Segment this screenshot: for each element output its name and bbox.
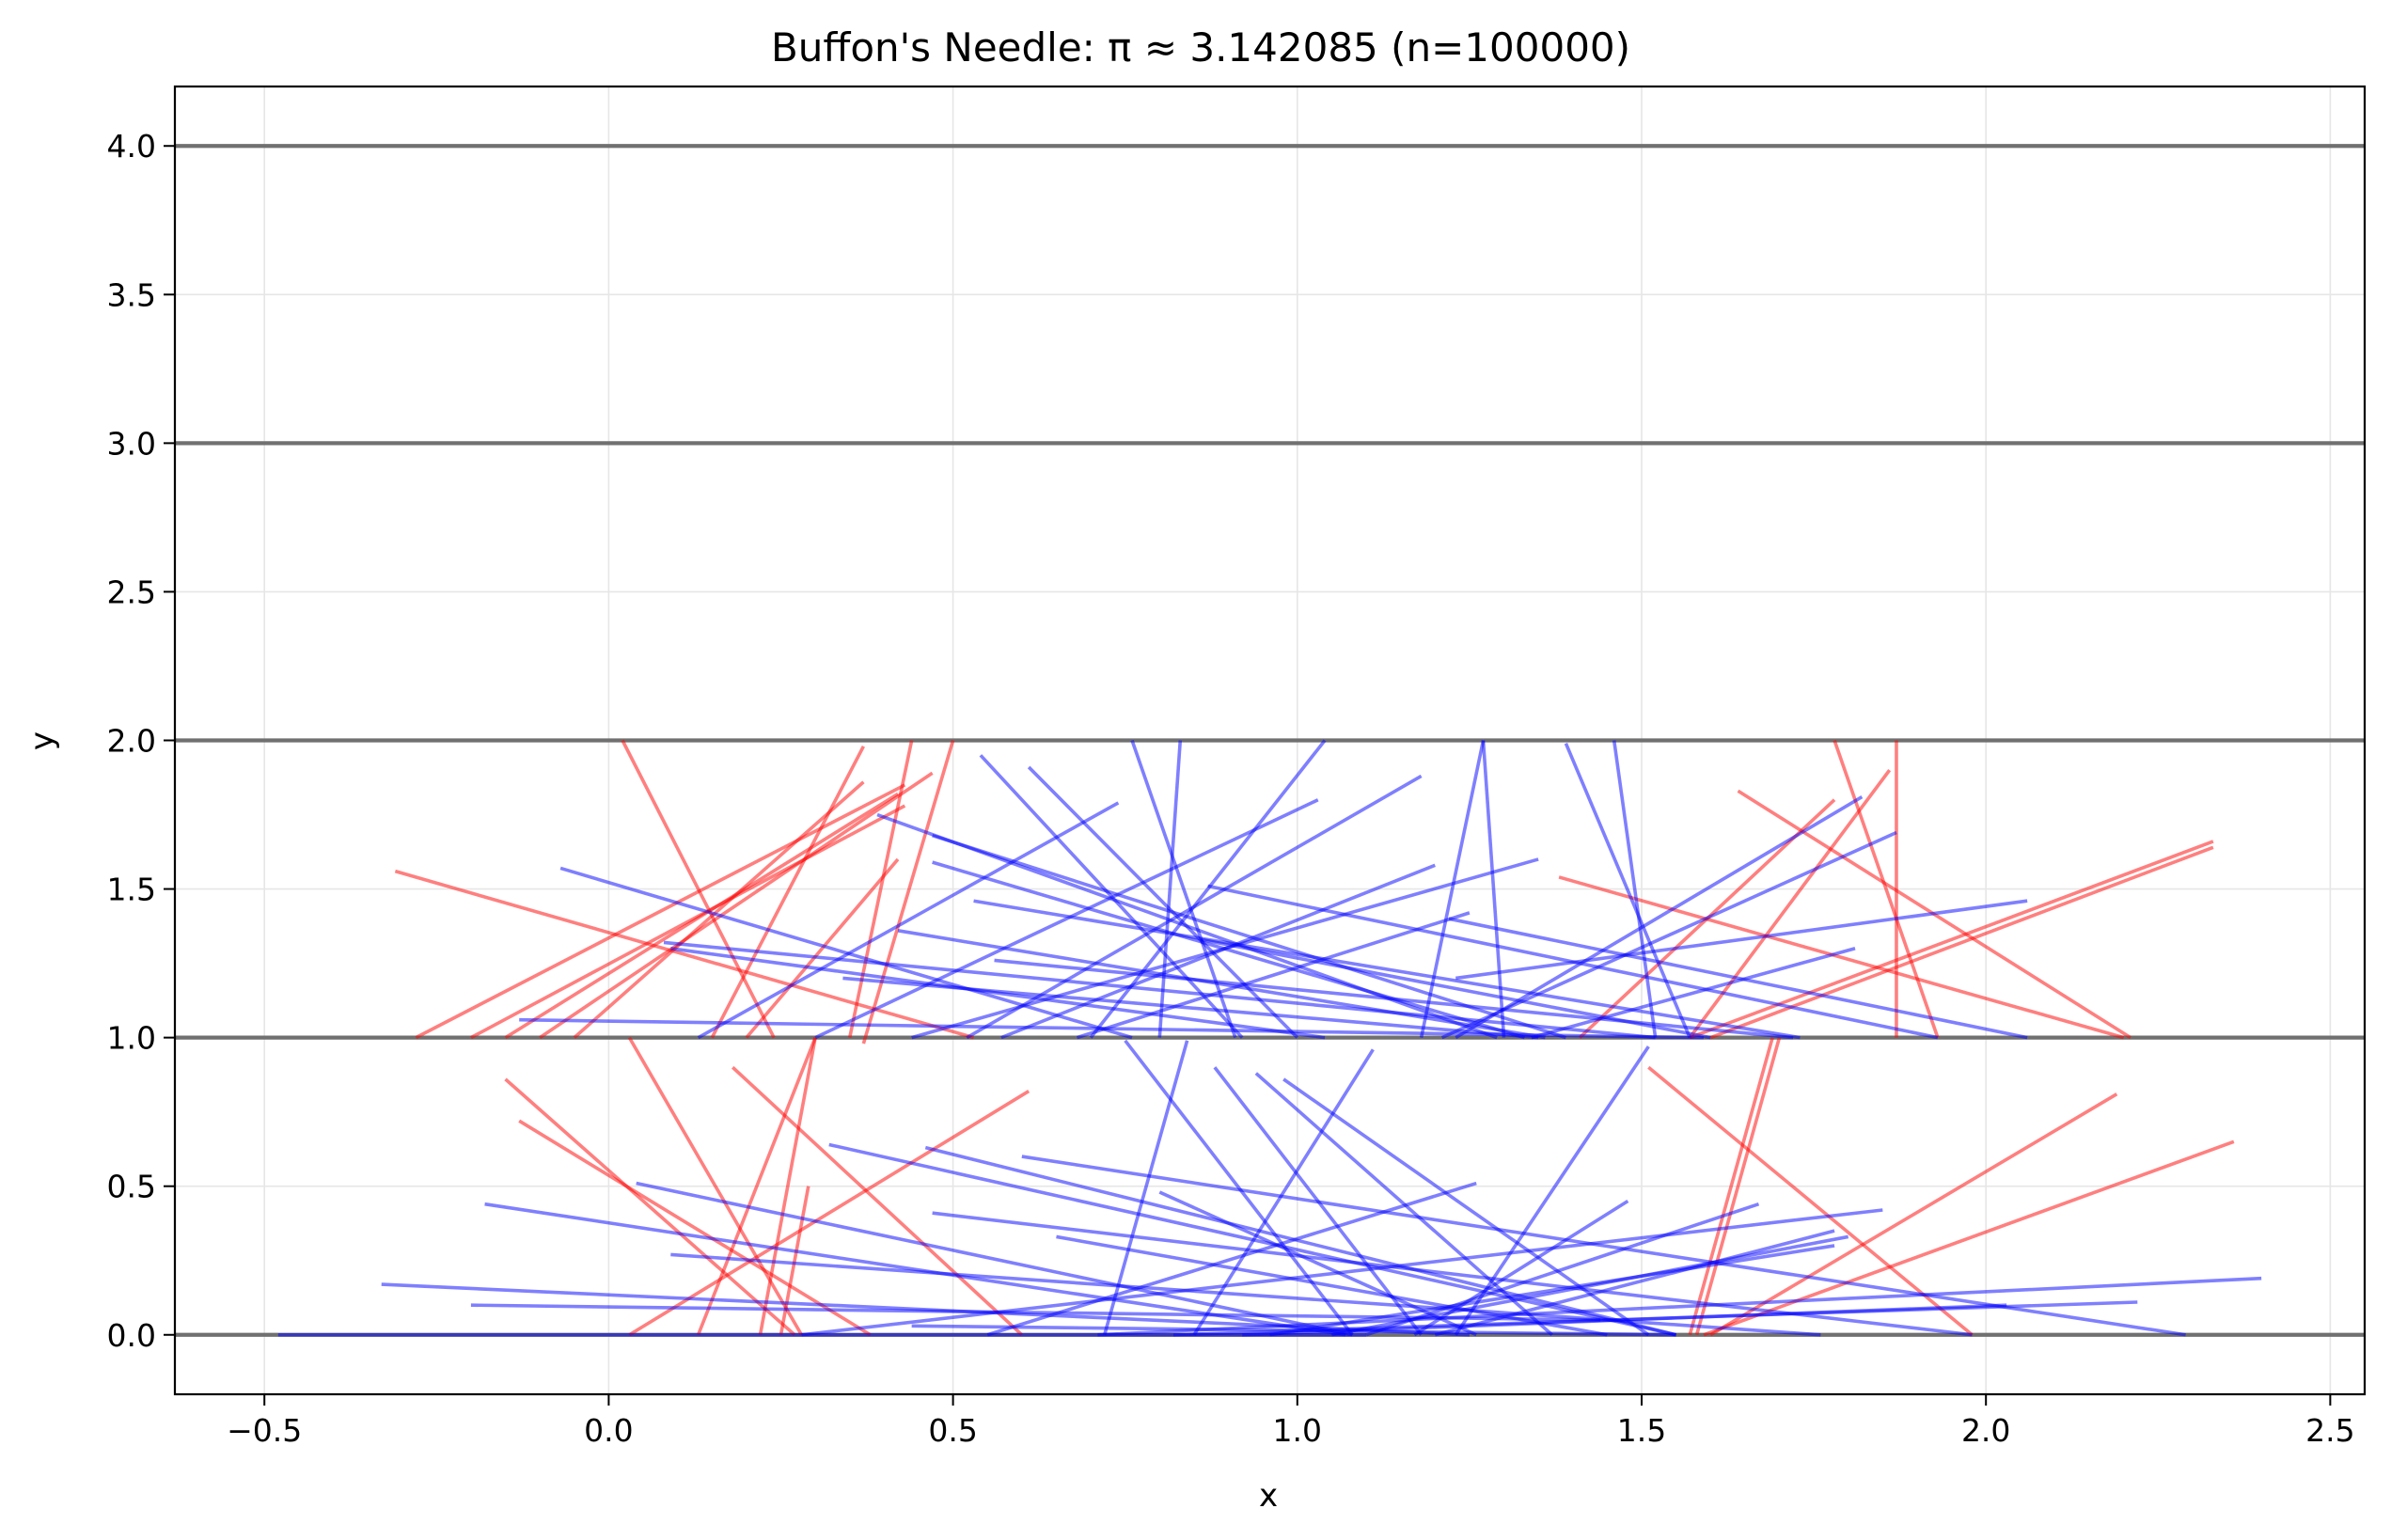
needle-crossing <box>1558 875 2125 1040</box>
needle-crossing <box>539 771 934 1040</box>
y-tick-label: 1.5 <box>107 872 156 908</box>
needle-non-crossing <box>1000 863 1436 1040</box>
needle-non-crossing <box>973 899 1801 1040</box>
needle-non-crossing <box>1027 765 1299 1039</box>
needle-crossing <box>627 1036 804 1336</box>
needle-crossing <box>628 1090 1030 1337</box>
y-tick-label: 2.5 <box>107 574 156 610</box>
needle-non-crossing <box>801 1208 1883 1337</box>
y-axis: 0.0 0.5 1.0 1.5 2.0 2.5 3.0 3.5 4.0 <box>107 128 175 1354</box>
needle-non-crossing <box>663 940 1656 1040</box>
needle-crossing <box>745 857 900 1039</box>
needle-crossing <box>1647 1065 1974 1337</box>
needle-non-crossing <box>1192 1048 1375 1336</box>
needle-crossing <box>710 745 865 1039</box>
needle-non-crossing <box>1440 830 1897 1040</box>
x-tick-label: −0.5 <box>227 1412 302 1449</box>
needle-non-crossing <box>1419 740 1486 1039</box>
y-tick-label: 3.5 <box>107 276 156 313</box>
y-tick-label: 0.5 <box>107 1169 156 1205</box>
needle-non-crossing <box>814 798 1319 1040</box>
needle-crossing <box>731 1065 1024 1337</box>
needle-crossing <box>847 740 914 1039</box>
needle-crossing <box>1694 1037 1782 1336</box>
needle-crossing <box>1709 845 2214 1040</box>
needle-non-crossing <box>1612 740 1658 1038</box>
needle-non-crossing <box>1269 1244 1835 1337</box>
needle-non-crossing <box>994 958 1794 1040</box>
needle-non-crossing <box>636 1181 1353 1337</box>
needle-non-crossing <box>559 866 1133 1040</box>
needles-non-crossing <box>277 739 2262 1337</box>
needle-non-crossing <box>1448 917 2028 1040</box>
x-axis-label: x <box>1259 1477 1278 1515</box>
needle-non-crossing <box>1056 1234 1608 1337</box>
needle-non-crossing <box>1282 1077 1650 1337</box>
needle-crossing <box>1833 739 1940 1039</box>
needle-non-crossing <box>1531 947 1856 1040</box>
needle-non-crossing <box>1076 911 1471 1040</box>
y-tick-label: 4.0 <box>107 128 156 165</box>
x-axis: −0.5 0.0 0.5 1.0 1.5 2.0 2.5 <box>227 1394 2355 1449</box>
needle-crossing <box>518 1119 872 1337</box>
chart-title: Buffon's Needle: π ≈ 3.142085 (n=100000) <box>771 24 1630 71</box>
needle-non-crossing <box>697 801 1120 1040</box>
needle-non-crossing <box>1455 899 2028 981</box>
needle-crossing <box>470 804 906 1040</box>
needle-crossing <box>696 1036 817 1336</box>
x-tick-label: 2.5 <box>2305 1412 2354 1449</box>
needle-non-crossing <box>1158 1190 1477 1337</box>
x-tick-label: 1.0 <box>1273 1412 1322 1449</box>
x-tick-label: 1.5 <box>1617 1412 1666 1449</box>
needle-non-crossing <box>1331 1234 1849 1337</box>
needle-non-crossing <box>1564 742 1691 1039</box>
needle-non-crossing <box>842 976 1539 1040</box>
needle-non-crossing <box>1124 1039 1354 1336</box>
y-axis-label: y <box>24 731 61 750</box>
needle-non-crossing <box>1097 1276 2262 1337</box>
y-tick-label: 1.0 <box>107 1020 156 1057</box>
y-tick-label: 2.0 <box>107 723 156 760</box>
needle-crossing <box>1709 1092 2118 1337</box>
x-tick-label: 0.0 <box>584 1412 633 1449</box>
needle-non-crossing <box>979 754 1244 1039</box>
needle-crossing <box>861 739 955 1045</box>
needle-non-crossing <box>1102 1040 1189 1336</box>
y-tick-label: 3.0 <box>107 425 156 462</box>
needle-non-crossing <box>1213 1066 1424 1336</box>
x-tick-label: 0.5 <box>928 1412 977 1449</box>
needle-non-crossing <box>1481 740 1506 1038</box>
needle-non-crossing <box>1455 795 1864 1040</box>
x-tick-label: 2.0 <box>1961 1412 2010 1449</box>
needle-non-crossing <box>1454 1045 1650 1336</box>
needle-non-crossing <box>1130 739 1237 1039</box>
needle-crossing <box>621 739 776 1039</box>
needle-crossing <box>504 1077 796 1337</box>
needle-crossing <box>1688 1037 1774 1336</box>
needle-non-crossing <box>986 1181 1477 1337</box>
y-tick-label: 0.0 <box>107 1317 156 1354</box>
needle-non-crossing <box>911 1324 1676 1337</box>
needle-crossing <box>504 792 899 1040</box>
needle-crossing <box>573 780 865 1039</box>
needle-non-crossing <box>1157 740 1183 1038</box>
needle-non-crossing <box>470 1303 1601 1322</box>
needle-crossing <box>758 1037 817 1336</box>
needle-non-crossing <box>897 929 1546 1040</box>
needle-non-crossing <box>484 1202 1346 1337</box>
needle-non-crossing <box>1434 1229 1835 1337</box>
